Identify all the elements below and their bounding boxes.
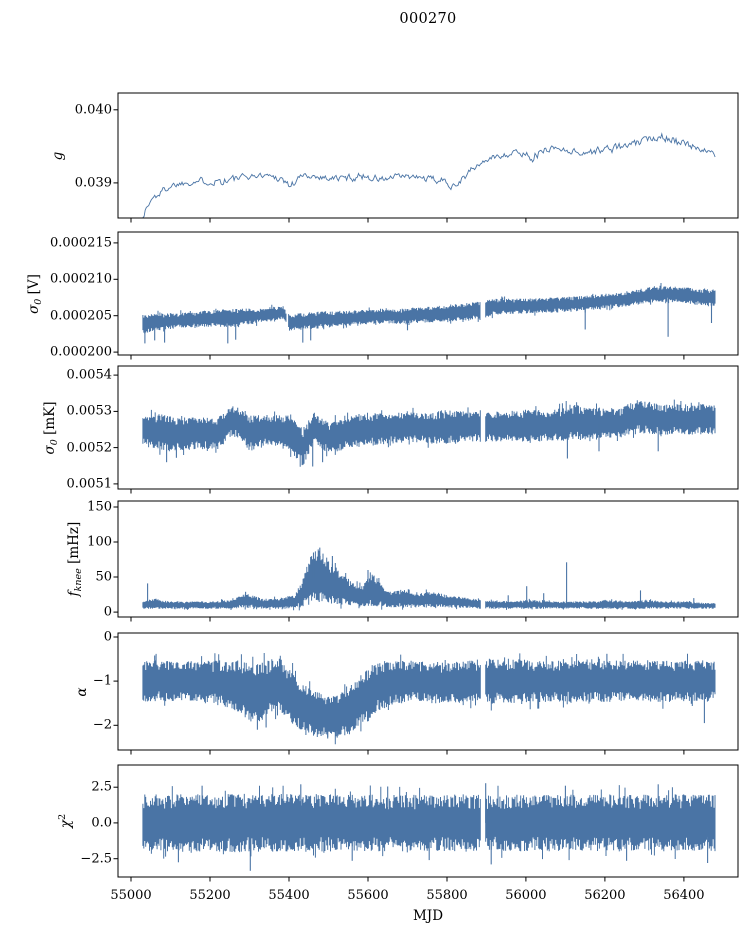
y-axis-label-sigma0_mK: σ0 [mK] — [42, 401, 60, 454]
y-tick-label: 0 — [103, 629, 112, 645]
y-tick-label: 0.0052 — [66, 440, 113, 456]
y-axis-label-part: [V] — [26, 273, 42, 299]
y-axis-label-part: [mK] — [42, 401, 58, 439]
panel-g-line — [142, 132, 716, 218]
y-tick-label: 0.0051 — [66, 476, 113, 492]
panel-sigma0_V-data — [142, 283, 716, 344]
y-tick-label: −2 — [92, 717, 112, 733]
x-tick-label: 55400 — [268, 888, 310, 903]
y-axis-label-f_knee: fknee [mHz] — [66, 521, 84, 597]
panel-chi2-data — [142, 783, 716, 871]
y-tick-label: 2.5 — [91, 779, 112, 795]
y-axis-label-part: g — [50, 151, 66, 160]
panel-g-frame — [117, 92, 739, 219]
panel-sigma0_V-band — [288, 301, 481, 331]
y-tick-label: 50 — [95, 569, 112, 585]
panel-g-data — [142, 132, 716, 218]
panel-alpha-frame — [117, 632, 739, 751]
x-tick-label: 56000 — [505, 888, 547, 903]
y-axis-label-sigma0_V: σ0 [V] — [26, 273, 44, 314]
panel-chi2-band — [485, 785, 716, 861]
x-tick-label: 56400 — [663, 888, 705, 903]
y-axis-label-part: 2 — [57, 813, 68, 820]
y-tick-label: 0.040 — [74, 102, 112, 118]
y-tick-label: 0.000200 — [49, 344, 112, 360]
y-axis-label-part: f — [66, 591, 82, 597]
panel-sigma0_V-band — [142, 304, 287, 334]
panel-sigma0_mK-band — [485, 399, 716, 443]
y-tick-label: 0.0053 — [66, 403, 113, 419]
y-tick-label: 0.0054 — [66, 367, 113, 383]
y-tick-label: 0 — [103, 604, 112, 620]
y-axis-label-alpha: α — [74, 687, 90, 696]
y-tick-label: 100 — [87, 534, 112, 550]
panel-f_knee-data — [142, 547, 716, 611]
panel-alpha-band — [485, 653, 716, 711]
y-tick-label: 0.0 — [91, 815, 112, 831]
panel-chi2-frame — [117, 764, 739, 878]
x-tick-label: 56200 — [584, 888, 626, 903]
y-tick-label: 150 — [87, 499, 112, 515]
panel-alpha-data — [142, 653, 716, 745]
y-axis-label-part: χ — [58, 819, 74, 829]
plot-title: 000270 — [399, 11, 457, 27]
y-axis-label-chi2: χ2 — [57, 813, 74, 829]
y-axis-label-g: g — [50, 151, 66, 160]
y-axis-label-part: knee — [73, 568, 84, 592]
panel-f_knee-frame — [117, 500, 739, 618]
panel-chi2-band — [142, 785, 481, 859]
y-tick-label: 0.000210 — [49, 271, 112, 287]
panel-sigma0_V-band — [485, 283, 716, 319]
y-tick-label: −2.5 — [80, 851, 112, 867]
y-axis-label-part: σ — [26, 304, 42, 314]
y-axis-label-part: 0 — [33, 298, 44, 305]
y-tick-label: 0.000205 — [49, 308, 112, 324]
x-tick-label: 55000 — [110, 888, 152, 903]
panel-f_knee-band — [485, 598, 716, 610]
y-tick-label: 0.039 — [74, 175, 112, 191]
panel-sigma0_mK-data — [142, 399, 716, 467]
panel-alpha-band — [142, 653, 481, 745]
x-tick-label: 55800 — [426, 888, 468, 903]
y-axis-label-part: [mHz] — [66, 521, 82, 569]
y-tick-label: −1 — [92, 673, 112, 689]
y-axis-label-part: σ — [42, 444, 58, 454]
x-tick-label: 55200 — [189, 888, 231, 903]
panel-sigma0_mK-frame — [117, 365, 739, 490]
y-tick-label: 0.000215 — [49, 235, 112, 251]
panel-sigma0_V-frame — [117, 231, 739, 356]
x-tick-label: 55600 — [347, 888, 389, 903]
y-axis-label-part: 0 — [49, 438, 60, 445]
x-axis-label: MJD — [412, 908, 444, 924]
panel-f_knee-band — [142, 549, 481, 611]
panel-sigma0_mK-band — [142, 406, 481, 467]
y-axis-label-part: α — [74, 686, 90, 697]
